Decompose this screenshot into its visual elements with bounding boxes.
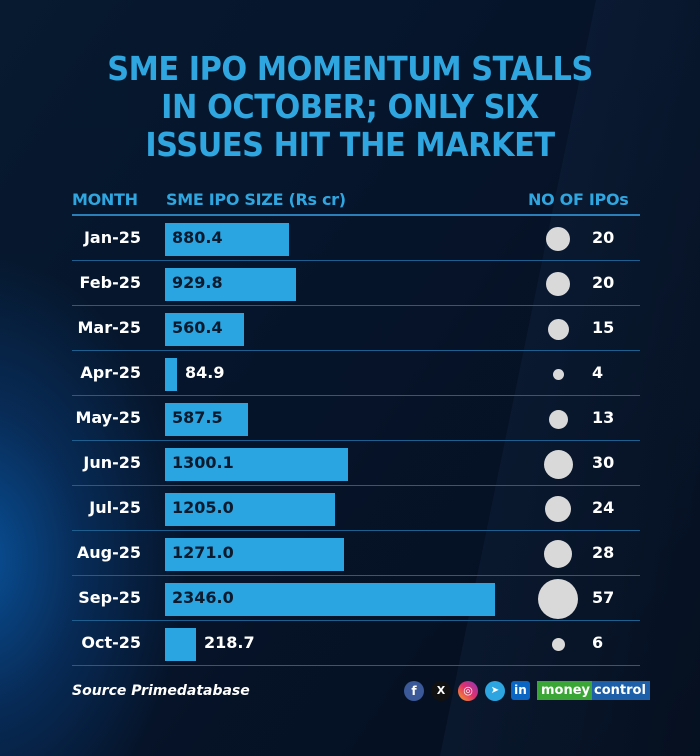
row-divider [72,530,640,531]
ipo-count-bubble [551,637,565,651]
size-value: 1300.1 [172,453,234,472]
ipo-count-value: 4 [592,363,604,382]
row-divider [72,575,640,576]
month-label: May-25 [75,408,141,427]
row-divider [72,305,640,306]
ipo-count-value: 24 [592,498,615,517]
ipo-count-bubble [547,318,569,340]
row-divider [72,485,640,486]
size-bar [165,358,177,391]
table-row: Oct-25 218.7 6 [72,621,640,666]
month-label: Apr-25 [80,363,141,382]
size-bar [165,628,196,661]
ipo-count-bubble [552,368,564,380]
size-value: 84.9 [185,363,225,382]
row-divider [72,440,640,441]
month-label: Mar-25 [77,318,141,337]
size-value: 1271.0 [172,543,234,562]
source-note: Source Primedatabase [72,683,250,699]
ipo-count-bubble [544,540,572,568]
title-line-3: ISSUES HIT THE MARKET [145,125,555,164]
row-divider [72,665,640,666]
table-row: Aug-25 1271.0 28 [72,531,640,576]
month-label: Aug-25 [76,543,141,562]
ipo-count-bubble [543,449,573,479]
ipo-count-bubble [546,227,570,251]
month-label: Sep-25 [78,588,141,607]
size-value: 880.4 [172,228,223,247]
month-label: Oct-25 [81,633,141,652]
table-row: Apr-25 84.9 4 [72,351,640,396]
ipo-count-bubble [546,272,570,296]
size-bar [165,538,344,571]
table-row: Jan-25 880.4 20 [72,216,640,261]
size-bar [165,223,289,256]
telegram-icon[interactable]: ➤ [485,681,505,701]
table-row: Mar-25 560.4 15 [72,306,640,351]
size-bar [165,583,495,616]
linkedin-icon[interactable]: in [511,681,530,700]
size-value: 218.7 [204,633,255,652]
ipo-count-bubble [548,409,568,429]
header-divider [72,214,640,216]
ipo-count-value: 15 [592,318,615,337]
ipo-count-value: 28 [592,543,615,562]
social-icons: f X ◎ ➤ in [404,681,534,701]
facebook-icon[interactable]: f [404,681,424,701]
x-icon[interactable]: X [431,681,451,701]
chart-title: SME IPO MOMENTUM STALLS IN OCTOBER; ONLY… [0,50,700,164]
month-label: Jun-25 [83,453,141,472]
ipo-count-value: 57 [592,588,615,607]
header-size: SME IPO SIZE (Rs cr) [166,190,346,209]
ipo-count-value: 6 [592,633,604,652]
header-count: NO OF IPOs [528,190,629,209]
size-bar [165,268,296,301]
ipo-count-bubble [538,579,578,619]
size-value: 1205.0 [172,498,234,517]
size-bar [165,493,335,526]
header-month: MONTH [72,190,138,209]
logo-money: money [537,681,593,700]
size-value: 560.4 [172,318,223,337]
row-divider [72,350,640,351]
month-label: Jul-25 [89,498,141,517]
size-bar [165,403,248,436]
size-value: 587.5 [172,408,223,427]
logo-control: control [592,681,650,700]
ipo-count-value: 30 [592,453,615,472]
title-line-1: SME IPO MOMENTUM STALLS [107,49,593,88]
ipo-count-value: 13 [592,408,615,427]
size-value: 929.8 [172,273,223,292]
table-row: Jul-25 1205.0 24 [72,486,640,531]
table-row: Jun-25 1300.1 30 [72,441,640,486]
instagram-icon[interactable]: ◎ [458,681,478,701]
moneycontrol-logo: money control [537,681,650,700]
month-label: Jan-25 [83,228,141,247]
table-row: Feb-25 929.8 20 [72,261,640,306]
ipo-count-value: 20 [592,228,615,247]
row-divider [72,395,640,396]
row-divider [72,260,640,261]
ipo-count-bubble [545,496,571,522]
size-bar [165,448,348,481]
size-value: 2346.0 [172,588,234,607]
size-bar [165,313,244,346]
table-row: Sep-25 2346.0 57 [72,576,640,621]
row-divider [72,620,640,621]
title-line-2: IN OCTOBER; ONLY SIX [161,87,539,126]
table-row: May-25 587.5 13 [72,396,640,441]
ipo-count-value: 20 [592,273,615,292]
month-label: Feb-25 [79,273,142,292]
